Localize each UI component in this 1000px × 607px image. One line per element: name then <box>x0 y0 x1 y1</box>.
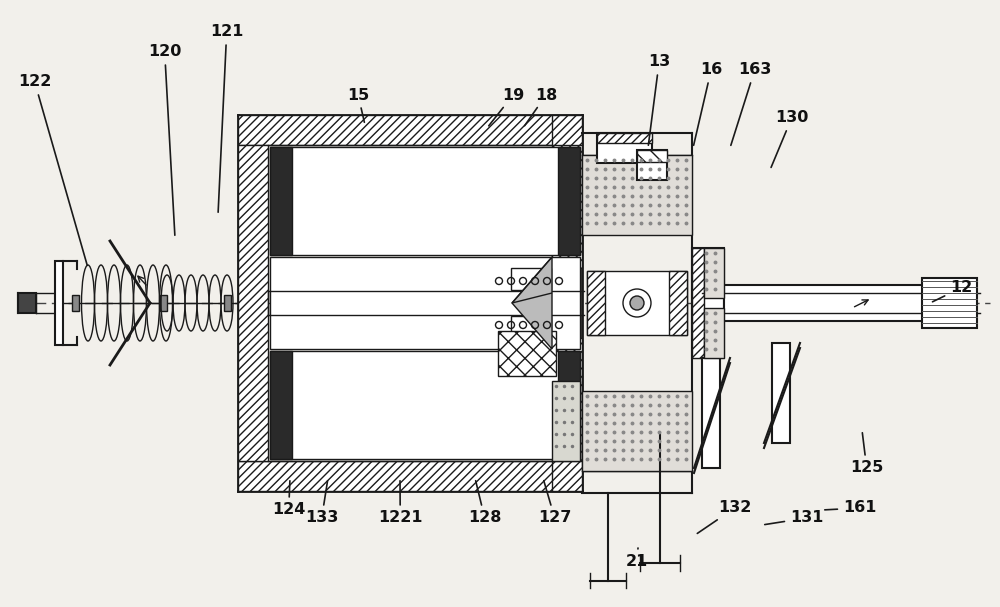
Bar <box>702 358 720 468</box>
Text: 161: 161 <box>825 501 876 515</box>
Bar <box>597 133 652 163</box>
Bar <box>669 271 687 335</box>
Bar <box>498 331 556 376</box>
Bar <box>582 391 692 471</box>
Text: 120: 120 <box>148 44 181 236</box>
Text: 122: 122 <box>18 75 87 265</box>
Text: 128: 128 <box>468 481 501 526</box>
Bar <box>55 261 63 345</box>
Bar <box>270 351 292 459</box>
Bar <box>692 248 704 358</box>
Bar <box>692 248 724 358</box>
Bar <box>224 295 231 311</box>
Bar <box>160 295 167 311</box>
Text: 1221: 1221 <box>378 481 422 526</box>
Bar <box>511 316 551 338</box>
Circle shape <box>623 289 651 317</box>
Bar <box>558 351 580 459</box>
Bar <box>270 257 580 349</box>
Text: 16: 16 <box>694 63 722 145</box>
Polygon shape <box>512 257 552 349</box>
Bar <box>270 147 580 255</box>
Bar <box>238 461 582 491</box>
Bar <box>552 115 582 268</box>
Bar <box>704 308 724 358</box>
Bar <box>552 338 582 491</box>
Bar <box>511 268 551 290</box>
Circle shape <box>630 296 644 310</box>
Text: 18: 18 <box>525 87 557 126</box>
Bar <box>238 145 268 461</box>
Bar <box>582 155 692 235</box>
Bar <box>238 115 582 145</box>
Bar <box>587 271 687 335</box>
Text: 121: 121 <box>210 24 243 212</box>
Bar <box>637 150 667 180</box>
Bar <box>772 343 790 443</box>
Text: 163: 163 <box>731 63 771 145</box>
Bar <box>270 147 292 255</box>
Text: 130: 130 <box>771 110 808 168</box>
Bar <box>704 248 724 298</box>
Bar <box>558 147 580 255</box>
Text: 15: 15 <box>347 87 369 122</box>
Bar <box>597 133 652 143</box>
Text: 133: 133 <box>305 481 338 526</box>
Text: 19: 19 <box>489 87 524 126</box>
Bar <box>587 271 605 335</box>
Bar <box>552 381 580 461</box>
Text: 127: 127 <box>538 481 571 526</box>
Text: 13: 13 <box>648 55 670 145</box>
Bar <box>922 278 977 328</box>
Bar <box>637 150 667 162</box>
Text: 131: 131 <box>765 510 823 526</box>
Bar <box>18 293 36 313</box>
Bar <box>270 351 580 459</box>
Text: 21: 21 <box>626 548 648 569</box>
Bar <box>72 295 79 311</box>
Text: 12: 12 <box>933 280 972 302</box>
Bar <box>724 285 924 321</box>
Text: 125: 125 <box>850 433 883 475</box>
Text: 132: 132 <box>697 501 751 534</box>
Text: 124: 124 <box>272 481 305 518</box>
